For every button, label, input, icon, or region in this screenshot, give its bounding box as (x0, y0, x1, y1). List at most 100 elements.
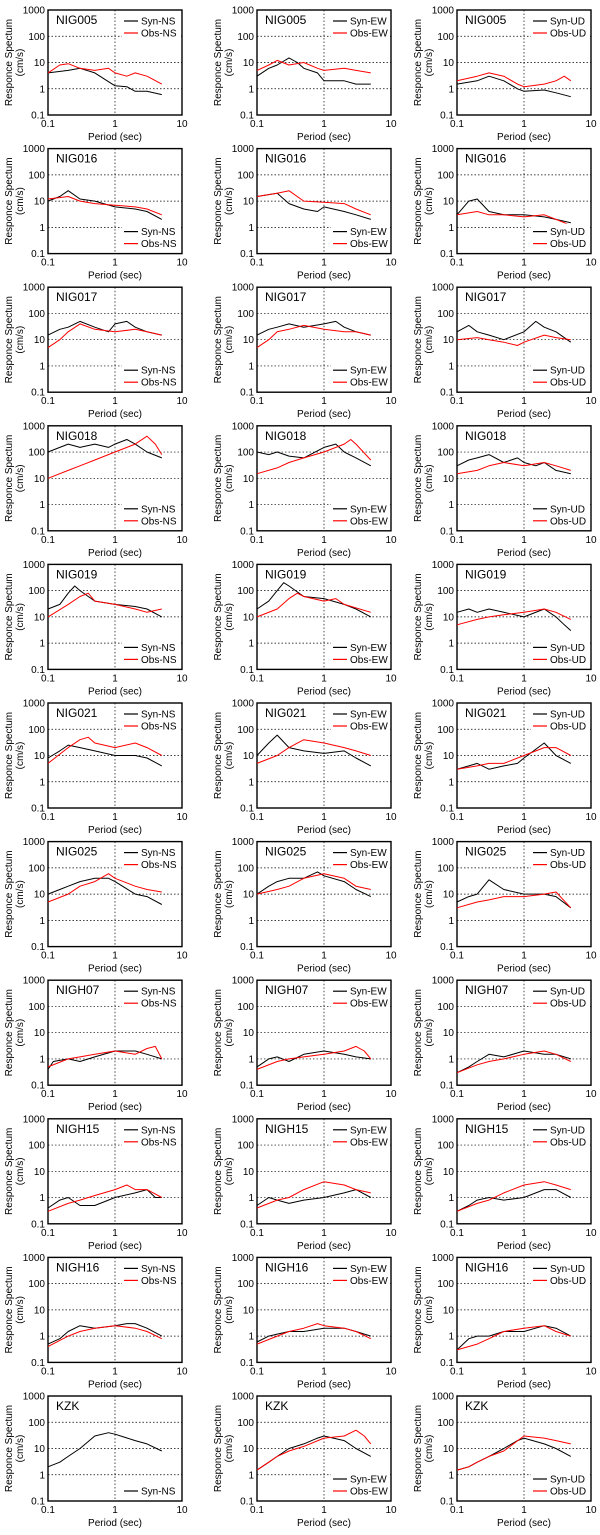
y-axis-label: Responce Spectum (213, 19, 224, 106)
y-tick-label: 100 (437, 309, 454, 320)
y-tick-label: 100 (28, 1279, 45, 1290)
legend-box (331, 13, 389, 41)
x-axis-label: Period (sec) (497, 1102, 551, 1113)
y-tick-label: 100 (237, 1002, 254, 1013)
series-line-syn (256, 871, 372, 898)
y-tick-label: 1000 (232, 144, 255, 155)
x-tick-label: 0.1 (250, 1228, 264, 1239)
y-tick-label: 10 (443, 612, 455, 623)
legend-label: Syn-NS (141, 848, 176, 859)
legend-label: Syn-NS (141, 504, 176, 515)
legend-box (122, 1121, 180, 1150)
y-tick-label: 1 (448, 223, 454, 234)
y-tick-label: 100 (237, 1279, 254, 1290)
y-axis-unit: (cm/s) (224, 1435, 235, 1463)
x-tick-label: 10 (385, 1228, 397, 1239)
y-axis-label: Responce Spectum (413, 573, 424, 660)
y-tick-label: 10 (443, 1028, 455, 1039)
y-axis-label: Responce Spectum (4, 157, 15, 244)
legend-label: Syn-EW (350, 987, 387, 998)
x-axis-label: Period (sec) (88, 1518, 142, 1529)
y-axis-label: Responce Spectum (4, 435, 15, 522)
series-line-obs (47, 1325, 163, 1348)
y-tick-label: 1000 (432, 560, 455, 571)
x-tick-label: 0.1 (41, 1089, 55, 1100)
y-tick-label: 10 (443, 335, 455, 346)
x-tick-label: 0.1 (250, 1366, 264, 1377)
y-tick-label: 10 (243, 1167, 255, 1178)
y-tick-label: 100 (28, 725, 45, 736)
x-axis-label: Period (sec) (88, 1379, 142, 1390)
station-label: NIGH15 (265, 1122, 309, 1136)
series-line-syn (456, 608, 572, 631)
y-tick-label: 10 (443, 197, 455, 208)
x-tick-label: 10 (176, 258, 188, 269)
station-label: NIG005 (56, 13, 98, 27)
spectrum-panel: 1000 100 10 1 0.10.1 1 10 Period (sec) Responce … (4, 1392, 188, 1530)
x-tick-label: 10 (585, 119, 597, 130)
x-tick-label: 0.1 (450, 673, 464, 684)
station-label: NIG017 (56, 290, 98, 304)
series-line-obs (256, 439, 372, 475)
y-tick-label: 1000 (432, 1114, 455, 1125)
y-tick-label: 100 (237, 586, 254, 597)
y-tick-label: 1000 (23, 6, 46, 17)
legend-box (331, 1121, 389, 1150)
y-tick-label: 10 (34, 1167, 46, 1178)
x-tick-label: 0.1 (450, 258, 464, 269)
series-line-obs (456, 747, 572, 770)
legend-box (122, 500, 180, 529)
x-tick-label: 1 (112, 673, 118, 684)
station-label: NIG021 (265, 706, 307, 720)
x-tick-label: 1 (521, 1089, 527, 1100)
spectrum-panel: 1000 100 10 1 0.10.1 1 10 Period (sec) Responce … (413, 421, 597, 559)
legend-box (122, 1483, 180, 1499)
y-axis-label: Responce Spectum (213, 296, 224, 383)
y-axis-label: Responce Spectum (4, 1128, 15, 1215)
y-tick-label: 0.1 (31, 388, 45, 399)
station-label: NIG019 (265, 567, 307, 581)
y-tick-label: 1000 (232, 283, 255, 294)
x-tick-label: 0.1 (41, 951, 55, 962)
legend-label: Syn-EW (350, 504, 387, 515)
x-tick-label: 1 (521, 1228, 527, 1239)
legend-label: Syn-UD (550, 1475, 585, 1486)
legend-label: Obs-UD (550, 378, 586, 389)
legend-label: Obs-EW (350, 29, 388, 40)
x-axis-label: Period (sec) (497, 1518, 551, 1529)
y-tick-label: 100 (28, 32, 45, 43)
y-tick-label: 10 (243, 1305, 255, 1316)
legend-box (122, 362, 180, 391)
station-label: NIGH16 (56, 1260, 100, 1274)
x-tick-label: 10 (385, 1089, 397, 1100)
x-tick-label: 10 (585, 1366, 597, 1377)
y-tick-label: 0.1 (240, 1358, 254, 1369)
spectrum-panel: 1000 100 10 1 0.10.1 1 10 Period (sec) Responce … (213, 1392, 397, 1530)
legend-box (531, 1121, 589, 1150)
x-tick-label: 0.1 (41, 1366, 55, 1377)
y-tick-label: 0.1 (440, 249, 454, 260)
x-axis-label: Period (sec) (297, 132, 351, 143)
y-tick-label: 1 (39, 1470, 45, 1481)
x-tick-label: 0.1 (250, 951, 264, 962)
y-tick-label: 0.1 (440, 1219, 454, 1230)
series-line-syn (456, 742, 572, 770)
y-tick-label: 1000 (432, 699, 455, 710)
x-axis-label: Period (sec) (88, 1241, 142, 1252)
x-tick-label: 0.1 (250, 812, 264, 823)
y-axis-unit: (cm/s) (224, 1296, 235, 1324)
y-tick-label: 10 (443, 1167, 455, 1178)
y-tick-label: 1 (248, 84, 254, 95)
y-tick-label: 1000 (23, 699, 46, 710)
y-tick-label: 0.1 (31, 665, 45, 676)
x-axis-label: Period (sec) (88, 964, 142, 975)
legend-label: Syn-UD (550, 17, 585, 28)
y-tick-label: 1000 (432, 1253, 455, 1264)
series-line-syn (47, 877, 163, 905)
legend-label: Obs-NS (141, 239, 177, 250)
y-tick-label: 0.1 (31, 1219, 45, 1230)
y-tick-label: 1 (448, 1193, 454, 1204)
x-tick-label: 10 (585, 951, 597, 962)
x-axis-label: Period (sec) (297, 1241, 351, 1252)
x-axis-label: Period (sec) (297, 1379, 351, 1390)
